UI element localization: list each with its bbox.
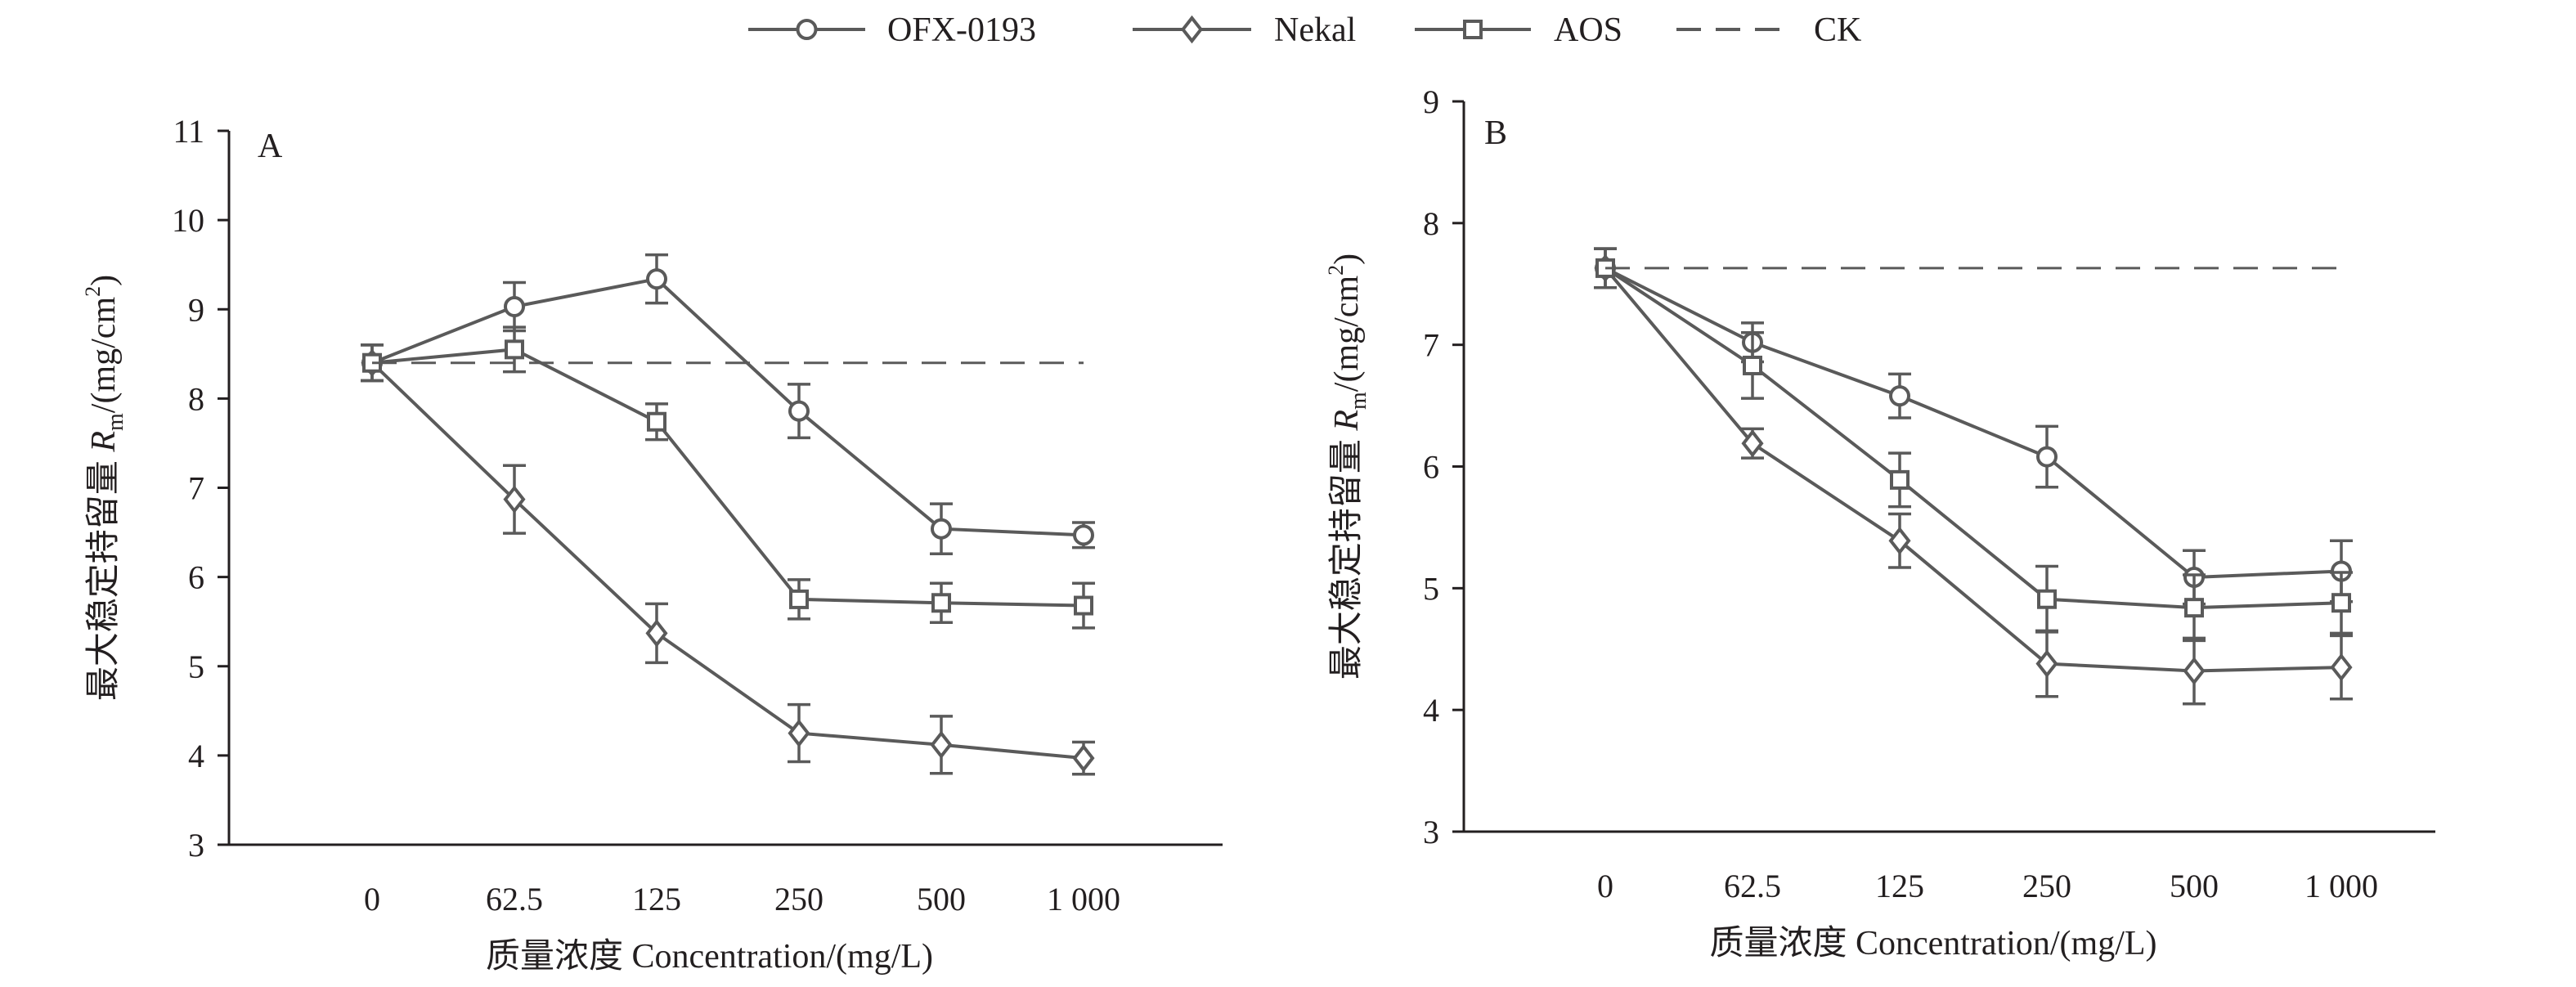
y-axis-title-symbol: R — [85, 431, 123, 453]
series-ofx-0193 — [1594, 247, 2353, 606]
y-axis-title-subscript: m — [1346, 392, 1371, 410]
series-ofx-0193 — [361, 253, 1095, 556]
data-point — [504, 295, 525, 317]
series-line — [1604, 267, 2342, 610]
legend-marker-1 — [1180, 15, 1204, 44]
data-point — [646, 268, 667, 290]
data-point — [505, 339, 524, 360]
y-tick-label: 6 — [1423, 449, 1439, 486]
data-point — [931, 518, 952, 540]
panel-label: B — [1484, 114, 1507, 152]
y-axis-title: 最大稳定持留量 Rm/(mg/cm2) — [1324, 253, 1371, 680]
panel-b: 3 4 5 6 7 8 9 0 62.5 125 250 500 1 000 质量浓度 Concentra… — [1324, 83, 2435, 962]
y-tick-label: 6 — [188, 559, 204, 596]
x-tick-label: 250 — [774, 881, 824, 917]
y-axis-title-subscript: m — [103, 413, 128, 431]
x-tick-label: 1 000 — [1047, 881, 1120, 917]
x-axis-title: 质量浓度 Concentration/(mg/L) — [1709, 925, 2156, 962]
y-tick-label: 10 — [172, 202, 204, 239]
y-tick-label: 8 — [1423, 205, 1439, 242]
series-line — [1604, 267, 2342, 673]
y-tick-label: 4 — [188, 738, 204, 774]
x-tick-label: 62.5 — [1724, 868, 1781, 904]
data-point — [788, 400, 810, 422]
y-tick-label: 3 — [1423, 814, 1439, 850]
series-line — [371, 348, 1084, 608]
data-point — [2183, 657, 2206, 685]
x-tick-label: 62.5 — [486, 881, 543, 917]
data-point — [645, 619, 668, 648]
y-tick-label: 9 — [188, 291, 204, 328]
y-axis-title: 最大稳定持留量 Rm/(mg/cm2) — [81, 275, 128, 701]
series-nekal — [361, 343, 1095, 776]
y-tick-label: 5 — [188, 648, 204, 685]
data-point — [1889, 385, 1910, 407]
x-tick-label: 500 — [2170, 868, 2219, 904]
data-point — [1888, 527, 1911, 555]
y-axis-title-unit: /(mg/cm — [85, 297, 123, 414]
panel-a: 3 4 5 6 7 8 9 10 11 0 62.5 125 250 500 1 000 质量浓度 Conce… — [81, 113, 1223, 976]
y-axis-title-symbol: R — [1328, 410, 1366, 432]
legend-marker-0 — [796, 19, 818, 40]
y-tick-label: 8 — [188, 380, 204, 417]
data-point — [2331, 593, 2351, 613]
data-point — [1072, 743, 1095, 773]
series-line — [370, 361, 1084, 760]
data-point — [930, 730, 953, 760]
y-axis-title-prefix: 最大稳定持留量 — [1327, 431, 1366, 680]
y-axis-title-unit-end: ) — [1328, 253, 1366, 265]
data-point — [2036, 446, 2058, 468]
legend-label-2: AOS — [1554, 11, 1622, 49]
data-point — [931, 593, 951, 613]
data-point — [1741, 428, 1764, 458]
legend-label-0: OFX-0193 — [887, 11, 1036, 49]
data-point — [2330, 653, 2353, 682]
y-tick-label: 7 — [1423, 327, 1439, 364]
legend: OFX-0193 Nekal AOS CK — [748, 11, 1861, 49]
data-point — [1073, 524, 1094, 546]
data-point — [503, 485, 526, 514]
x-tick-label: 125 — [632, 881, 681, 917]
y-axis-title-superscript: 2 — [1324, 265, 1348, 276]
data-point — [2184, 598, 2204, 618]
data-point — [789, 589, 809, 609]
series-line — [371, 276, 1084, 537]
data-point — [1743, 355, 1762, 375]
y-tick-label: 3 — [188, 827, 204, 864]
data-point — [647, 411, 666, 432]
data-point — [2035, 649, 2058, 678]
legend-marker-2 — [1463, 20, 1483, 39]
x-tick-label: 0 — [364, 881, 380, 917]
series-nekal — [1594, 247, 2353, 706]
x-tick-label: 500 — [917, 881, 966, 917]
x-axis-title: 质量浓度 Concentration/(mg/L) — [486, 938, 933, 976]
y-tick-label: 7 — [188, 470, 204, 507]
panel-label: A — [258, 128, 283, 165]
series-line — [1604, 267, 2342, 579]
data-point — [788, 719, 810, 747]
x-tick-label: 1 000 — [2304, 868, 2378, 904]
data-point — [2037, 589, 2057, 609]
series-aos — [361, 325, 1095, 630]
x-tick-label: 125 — [1875, 868, 1924, 904]
series-aos — [1594, 247, 2353, 643]
y-tick-label: 5 — [1423, 570, 1439, 607]
legend-label-3: CK — [1814, 11, 1861, 49]
data-point — [1074, 595, 1093, 616]
y-tick-label: 9 — [1423, 83, 1439, 120]
y-axis-title-prefix: 最大稳定持留量 — [84, 452, 123, 702]
y-axis-title-unit: /(mg/cm — [1328, 276, 1366, 393]
y-axis-title-unit-end: ) — [85, 275, 123, 286]
y-tick-label: 11 — [173, 113, 204, 150]
legend-label-1: Nekal — [1274, 11, 1356, 49]
x-tick-label: 250 — [2022, 868, 2071, 904]
data-point — [1890, 469, 1910, 490]
y-axis-title-superscript: 2 — [81, 286, 105, 297]
x-tick-label: 0 — [1597, 868, 1613, 904]
y-tick-label: 4 — [1423, 692, 1439, 729]
